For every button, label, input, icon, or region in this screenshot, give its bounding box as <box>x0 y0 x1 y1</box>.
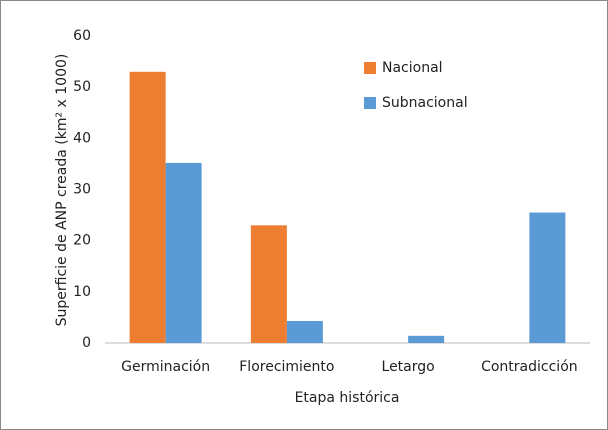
y-axis-title: Superficie de ANP creada (km² x 1000) <box>54 54 70 327</box>
bar <box>408 335 445 343</box>
y-tick-label: 20 <box>73 233 91 249</box>
x-tick-label: Contradicción <box>481 359 578 375</box>
bar <box>165 162 202 343</box>
y-tick-label: 0 <box>82 335 91 351</box>
legend-swatch <box>364 97 376 109</box>
x-tick-label: Germinación <box>121 359 210 375</box>
x-axis-title: Etapa histórica <box>295 390 400 406</box>
y-tick-label: 60 <box>73 28 91 44</box>
x-tick-label: Letargo <box>382 359 435 375</box>
legend-swatch <box>364 62 376 74</box>
bar <box>129 71 166 344</box>
y-tick-label: 50 <box>73 79 91 95</box>
x-tick-label: Florecimiento <box>239 359 334 375</box>
bar <box>250 225 287 343</box>
legend-label: Nacional <box>382 60 443 76</box>
bar <box>286 320 323 343</box>
y-tick-label: 40 <box>73 130 91 146</box>
y-tick-label: 10 <box>73 284 91 300</box>
bar <box>529 212 566 343</box>
legend-label: Subnacional <box>382 95 468 111</box>
y-tick-label: 30 <box>73 182 91 198</box>
